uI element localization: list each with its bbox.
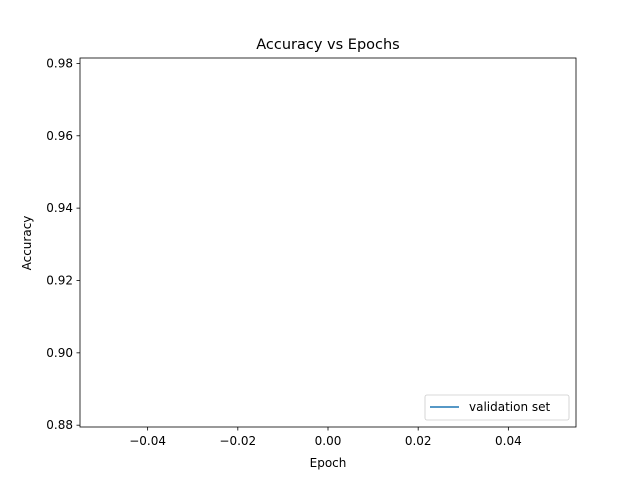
- y-tick-label: 0.90: [46, 346, 73, 360]
- x-axis-ticks: −0.04 −0.02 0.00 0.02 0.04: [129, 427, 522, 448]
- y-axis-label: Accuracy: [20, 216, 34, 271]
- chart-title: Accuracy vs Epochs: [256, 37, 400, 53]
- y-tick-label: 0.88: [46, 418, 73, 432]
- x-tick-label: −0.04: [129, 434, 166, 448]
- x-tick-label: −0.02: [219, 434, 256, 448]
- x-tick-label: 0.00: [315, 434, 342, 448]
- y-tick-label: 0.98: [46, 56, 73, 70]
- x-tick-label: 0.02: [405, 434, 432, 448]
- y-tick-label: 0.94: [46, 201, 73, 215]
- x-tick-label: 0.04: [495, 434, 522, 448]
- x-axis-label: Epoch: [310, 456, 347, 470]
- axes-frame: [79, 57, 577, 428]
- legend: validation set: [424, 394, 570, 421]
- y-tick-label: 0.96: [46, 129, 73, 143]
- y-axis-ticks: 0.88 0.90 0.92 0.94 0.96 0.98: [46, 56, 80, 432]
- y-tick-label: 0.92: [46, 273, 73, 287]
- legend-box: [424, 394, 570, 421]
- legend-label-validation-set: validation set: [469, 400, 551, 414]
